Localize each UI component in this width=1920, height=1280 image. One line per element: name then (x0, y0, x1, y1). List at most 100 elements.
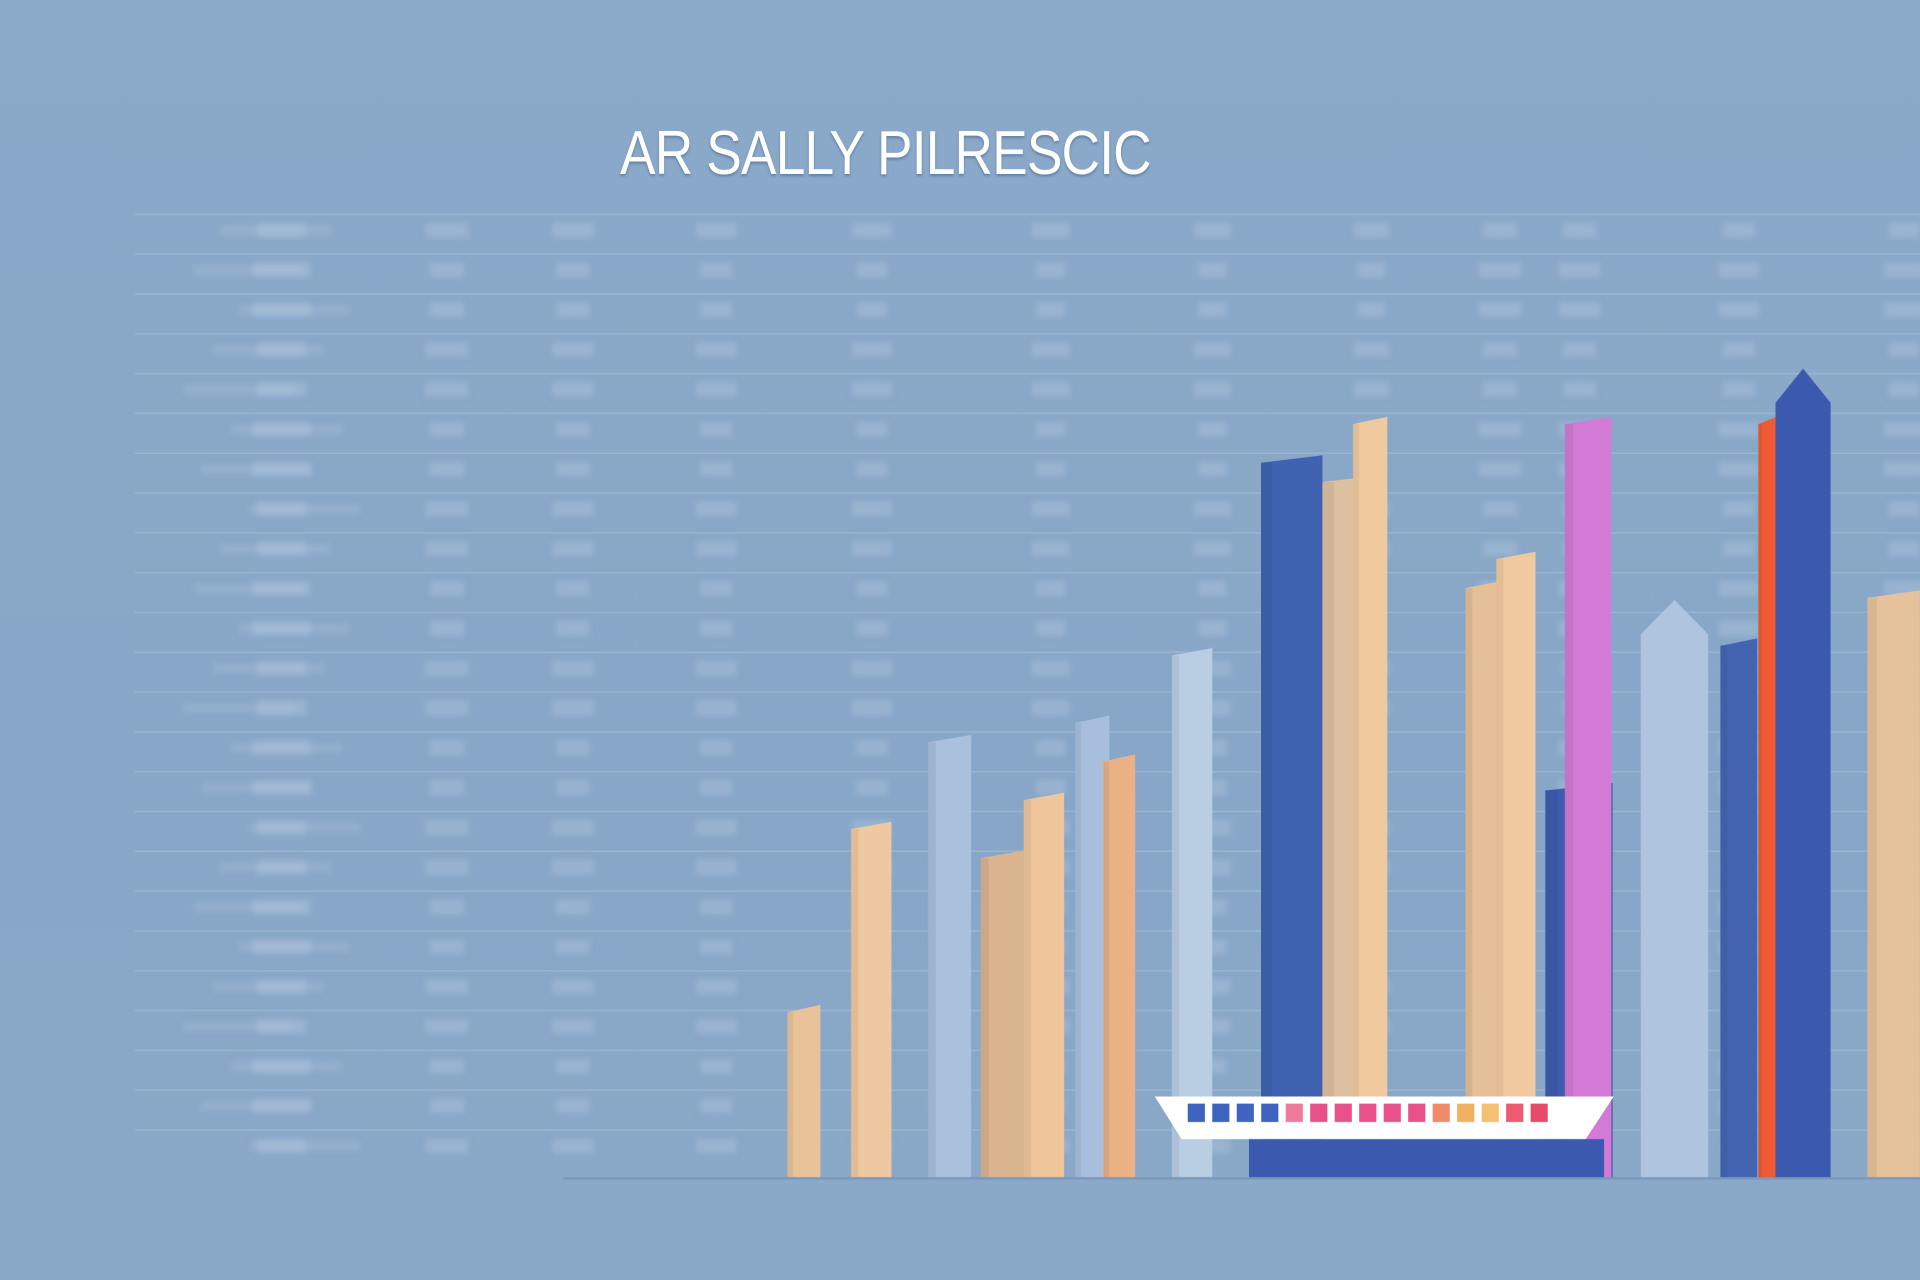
faint-cell-mark (1722, 501, 1755, 517)
bar (1261, 455, 1323, 1179)
faint-cell-mark (852, 660, 892, 676)
faint-cell-mark (425, 859, 469, 875)
faint-cell-mark (1031, 501, 1070, 517)
faint-cell-mark (856, 621, 888, 636)
faint-cell-mark (1478, 461, 1522, 477)
faint-cell-mark (429, 740, 465, 756)
faint-cell-mark (429, 302, 465, 318)
faint-cell-mark (696, 820, 737, 835)
faint-cell-mark (1888, 222, 1920, 238)
faint-cell-mark (552, 382, 594, 397)
platform-window (1212, 1103, 1230, 1122)
faint-cell-mark (1722, 222, 1755, 238)
faint-cell-mark (1353, 222, 1390, 238)
faint-row-label (183, 703, 294, 713)
bar-shade (1023, 800, 1031, 1179)
platform-window (1506, 1103, 1524, 1122)
faint-row-label (202, 1101, 313, 1111)
platform-window (1530, 1103, 1548, 1122)
faint-cell-mark (852, 222, 892, 238)
faint-cell-mark (1198, 581, 1227, 596)
faint-row-label (194, 265, 305, 275)
faint-cell-mark (696, 541, 737, 557)
faint-cell-mark (700, 780, 733, 795)
faint-cell-mark (1718, 262, 1759, 278)
faint-cell-mark (856, 421, 888, 437)
faint-cell-mark (1563, 342, 1597, 358)
faint-cell-mark (425, 342, 469, 358)
faint-cell-mark (696, 1138, 737, 1154)
faint-cell-mark (696, 501, 737, 517)
faint-cell-mark (1031, 541, 1070, 557)
bar-shade (1465, 588, 1473, 1179)
faint-cell-mark (1193, 501, 1231, 517)
faint-cell-mark (429, 1058, 465, 1074)
faint-cell-mark (1478, 302, 1522, 318)
faint-cell-mark (425, 541, 469, 557)
faint-cell-mark (425, 222, 469, 238)
bars (787, 368, 1920, 1179)
faint-cell-mark (425, 820, 469, 835)
faint-cell-mark (552, 1138, 594, 1154)
bar (1867, 590, 1920, 1179)
faint-cell-mark (1718, 302, 1759, 318)
faint-row-label (249, 1140, 360, 1151)
faint-cell-mark (700, 939, 733, 955)
faint-cell-mark (1035, 780, 1066, 795)
faint-row-label (249, 822, 360, 833)
faint-cell-mark (1478, 421, 1522, 437)
bar (928, 734, 972, 1179)
faint-cell-mark (700, 1098, 733, 1114)
faint-row-label (202, 464, 313, 475)
faint-cell-mark (556, 1058, 590, 1074)
faint-cell-mark (1718, 621, 1759, 636)
faint-row-label (220, 225, 331, 236)
platform-window (1408, 1103, 1426, 1122)
faint-cell-mark (696, 222, 737, 238)
faint-cell-mark (429, 939, 465, 955)
faint-cell-mark (1031, 660, 1070, 676)
faint-cell-mark (425, 382, 469, 397)
faint-cell-mark (429, 780, 465, 795)
bar (1075, 715, 1110, 1179)
bar (1103, 754, 1136, 1179)
faint-cell-mark (1193, 541, 1231, 557)
bar (851, 821, 892, 1179)
bar-shade (980, 857, 989, 1179)
faint-cell-mark (856, 262, 888, 278)
faint-cell-mark (1353, 382, 1390, 397)
faint-cell-mark (1031, 342, 1070, 358)
faint-cell-mark (552, 700, 594, 716)
faint-cell-mark (425, 501, 469, 517)
faint-cell-mark (700, 262, 733, 278)
faint-cell-mark (1482, 342, 1518, 358)
faint-cell-mark (1482, 501, 1518, 517)
faint-cell-mark (700, 740, 733, 756)
platform-window (1359, 1103, 1377, 1122)
faint-cell-mark (1888, 541, 1920, 557)
faint-cell-mark (1193, 222, 1231, 238)
faint-cell-mark (696, 700, 737, 716)
faint-row-label (194, 583, 305, 594)
bar (1023, 792, 1065, 1179)
bar-shade (851, 829, 859, 1179)
faint-cell-mark (856, 581, 888, 596)
faint-cell-mark (429, 262, 465, 278)
faint-row-label (213, 981, 324, 992)
faint-cell-mark (552, 979, 594, 994)
faint-cell-mark (700, 621, 733, 636)
faint-cell-mark (1198, 262, 1227, 278)
bar (1564, 416, 1612, 1179)
faint-cell-mark (852, 382, 892, 397)
faint-cell-mark (425, 979, 469, 994)
bar (1465, 580, 1503, 1179)
faint-row-label (238, 941, 349, 952)
faint-cell-mark (1884, 302, 1920, 318)
faint-cell-mark (1718, 421, 1759, 437)
platform-base (1248, 1139, 1605, 1179)
bar-shade (928, 742, 936, 1179)
faint-cell-mark (1718, 581, 1759, 596)
faint-cell-mark (552, 342, 594, 358)
faint-cell-mark (552, 660, 594, 676)
